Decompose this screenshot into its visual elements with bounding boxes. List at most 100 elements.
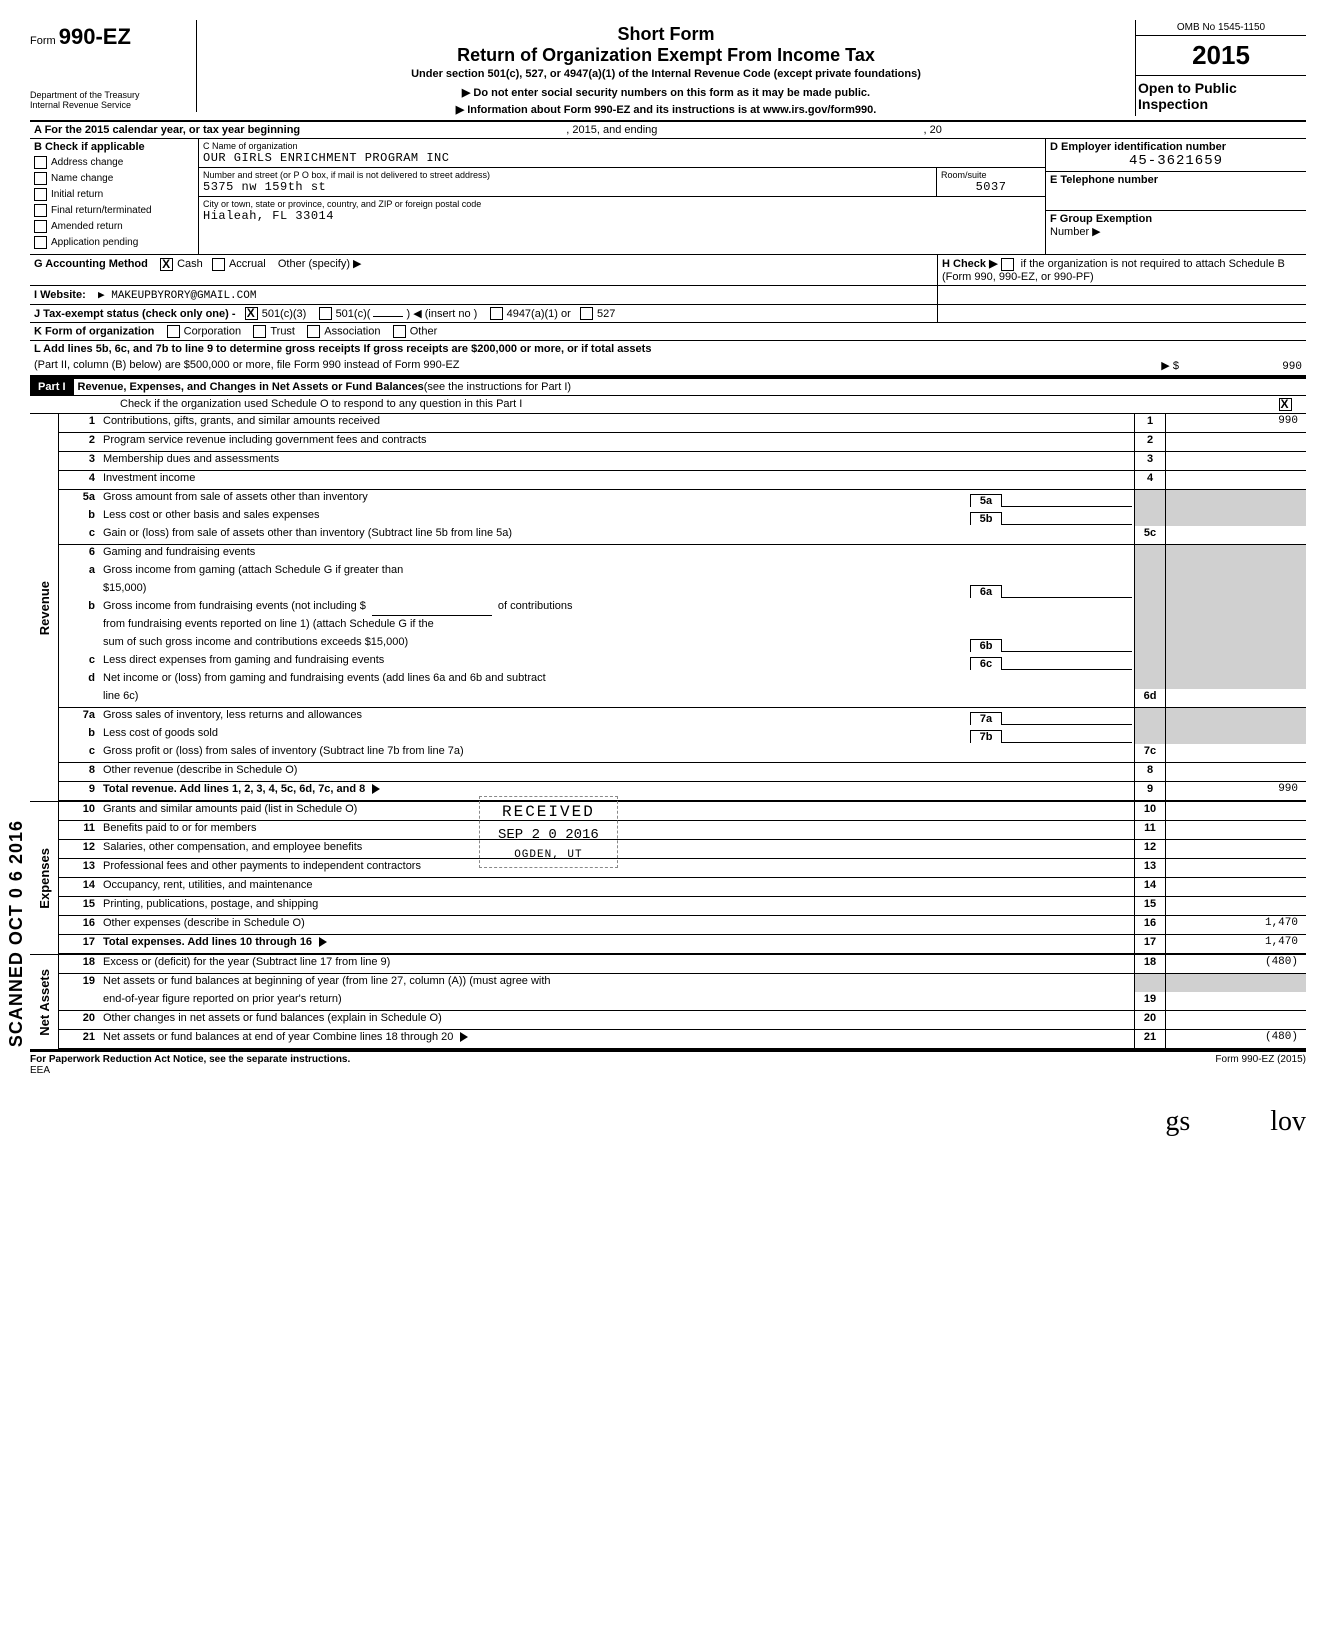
527-label: 527: [597, 308, 615, 320]
check-assoc[interactable]: [307, 325, 320, 338]
part-i-sub: Check if the organization used Schedule …: [30, 396, 1306, 414]
ln19-text2: end-of-year figure reported on prior yea…: [101, 992, 1134, 1010]
f-label: F Group Exemption: [1050, 213, 1302, 225]
ln19-num: 19: [59, 974, 101, 992]
line-g-h: G Accounting Method Cash Accrual Other (…: [30, 255, 1306, 286]
check-schedule-o[interactable]: [1279, 398, 1292, 411]
form-number-block: Form 990-EZ Department of the Treasury I…: [30, 20, 197, 112]
ln6-rshade: [1134, 545, 1166, 563]
ln21-text: Net assets or fund balances at end of ye…: [103, 1031, 453, 1043]
c-label: C Name of organization: [203, 141, 1041, 151]
ln6a-rs3: [1134, 581, 1166, 599]
check-pending[interactable]: [34, 236, 47, 249]
ln8-text: Other revenue (describe in Schedule O): [101, 763, 1134, 781]
501c-label: 501(c)(: [336, 308, 371, 320]
dept-irs: Internal Revenue Service: [30, 100, 190, 110]
ln13-rn: 13: [1134, 859, 1166, 877]
ln9-text: Total revenue. Add lines 1, 2, 3, 4, 5c,…: [103, 783, 365, 795]
line-l2: (Part II, column (B) below) are $500,000…: [30, 357, 1306, 377]
title-block: Short Form Return of Organization Exempt…: [197, 20, 1135, 120]
ln11-num: 11: [59, 821, 101, 839]
check-527[interactable]: [580, 307, 593, 320]
right-header-block: OMB No 1545-1150 2015 Open to Public Ins…: [1135, 20, 1306, 116]
ln5b-midamt: [1002, 509, 1132, 525]
check-amended[interactable]: [34, 220, 47, 233]
part-i-header: Part I Revenue, Expenses, and Changes in…: [30, 377, 1306, 396]
ln6-num: 6: [59, 545, 101, 563]
ln15-rn: 15: [1134, 897, 1166, 915]
line-i: I Website: ▶ MAKEUPBYRORY@GMAIL.COM: [30, 286, 1306, 305]
h-label: H Check ▶: [942, 258, 998, 270]
ln9-amt: 990: [1166, 782, 1306, 800]
check-name[interactable]: [34, 172, 47, 185]
ln16-text: Other expenses (describe in Schedule O): [101, 916, 1134, 934]
d-label: D Employer identification number: [1050, 141, 1302, 153]
ln6b-text3: sum of such gross income and contributio…: [103, 636, 970, 652]
ln4-num: 4: [59, 471, 101, 489]
ln15-text: Printing, publications, postage, and shi…: [101, 897, 1134, 915]
ln4-amt: [1166, 471, 1306, 489]
dept-treasury: Department of the Treasury: [30, 90, 190, 100]
ln5b-rshade2: [1166, 508, 1306, 526]
j-label: J Tax-exempt status (check only one) -: [34, 308, 236, 320]
stamp-location: OGDEN, UT: [498, 849, 599, 861]
ln7b-midamt: [1002, 727, 1132, 743]
check-final[interactable]: [34, 204, 47, 217]
ln6d-rs: [1134, 671, 1166, 689]
line-a: A For the 2015 calendar year, or tax yea…: [30, 122, 1306, 139]
check-h[interactable]: [1001, 258, 1014, 271]
check-accrual[interactable]: [212, 258, 225, 271]
page-footer: For Paperwork Reduction Act Notice, see …: [30, 1051, 1306, 1076]
ln6b-rs2: [1166, 599, 1306, 617]
room-suite: 5037: [941, 180, 1041, 194]
ln7c-amt: [1166, 744, 1306, 762]
ln15-num: 15: [59, 897, 101, 915]
received-stamp: RECEIVED SEP 2 0 2016 OGDEN, UT: [479, 796, 618, 868]
ln6c-rs: [1134, 653, 1166, 671]
ln2-num: 2: [59, 433, 101, 451]
ln14-rn: 14: [1134, 878, 1166, 896]
form-footer-right: Form 990-EZ (2015): [1215, 1054, 1306, 1076]
ln5a-rshade2: [1166, 490, 1306, 508]
check-initial[interactable]: [34, 188, 47, 201]
check-other[interactable]: [393, 325, 406, 338]
ln5b-num: b: [59, 508, 101, 526]
ln9-rn: 9: [1134, 782, 1166, 800]
ln5b-text: Less cost or other basis and sales expen…: [103, 509, 970, 525]
check-pending-label: Application pending: [51, 237, 138, 248]
ln6-rshade2: [1166, 545, 1306, 563]
website-value: ▶ MAKEUPBYRORY@GMAIL.COM: [98, 290, 256, 302]
ln14-text: Occupancy, rent, utilities, and maintena…: [101, 878, 1134, 896]
ln21-amt: (480): [1166, 1030, 1306, 1048]
ln13-amt: [1166, 859, 1306, 877]
ln6b-mid: 6b: [970, 639, 1002, 652]
line-j: J Tax-exempt status (check only one) - 5…: [30, 305, 1306, 324]
i-label: I Website:: [34, 289, 86, 301]
ln7b-rs2: [1166, 726, 1306, 744]
ln6b-text: Gross income from fundraising events (no…: [103, 600, 366, 616]
ln19-rs2: [1166, 974, 1306, 992]
ln6a-num: a: [59, 563, 101, 581]
ln6c-mid: 6c: [970, 657, 1002, 670]
header-row: Form 990-EZ Department of the Treasury I…: [30, 20, 1306, 122]
ln6b-rs: [1134, 599, 1166, 617]
ln14-num: 14: [59, 878, 101, 896]
check-4947[interactable]: [490, 307, 503, 320]
check-address[interactable]: [34, 156, 47, 169]
l-amount: 990: [1182, 361, 1302, 373]
ln6d-rn: 6d: [1134, 689, 1166, 707]
other-label: Other: [410, 326, 438, 338]
ln7c-num: c: [59, 744, 101, 762]
check-cash[interactable]: [160, 258, 173, 271]
ln5a-num: 5a: [59, 490, 101, 508]
check-trust[interactable]: [253, 325, 266, 338]
insert-no-label: ) ◀ (insert no ): [407, 308, 478, 320]
corp-label: Corporation: [184, 326, 241, 338]
check-501c[interactable]: [319, 307, 332, 320]
ln12-rn: 12: [1134, 840, 1166, 858]
check-corp[interactable]: [167, 325, 180, 338]
line-l: L Add lines 5b, 6c, and 7b to line 9 to …: [30, 341, 1306, 357]
short-form-label: Short Form: [205, 24, 1127, 45]
check-501c3[interactable]: [245, 307, 258, 320]
ln13-num: 13: [59, 859, 101, 877]
